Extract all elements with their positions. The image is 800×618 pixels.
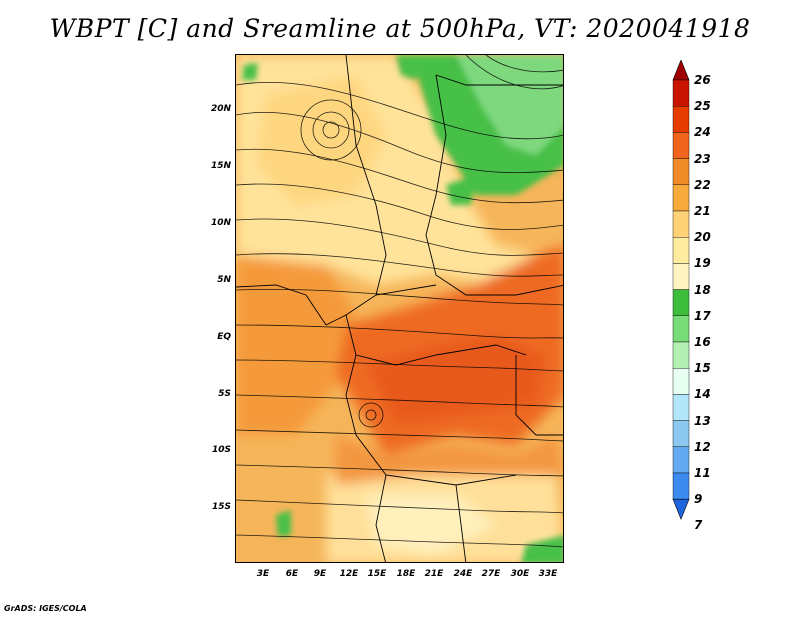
- lon-label: 12E: [339, 569, 359, 579]
- colorbar-label: 14: [694, 387, 711, 402]
- colorbar-label: 11: [694, 466, 711, 480]
- lat-label: 20N: [210, 104, 231, 114]
- colorbar-segment: [672, 315, 690, 343]
- colorbar-segment: [672, 106, 690, 133]
- colorbar-label: 20: [694, 230, 711, 245]
- colorbar: [672, 60, 690, 521]
- lat-label: 15N: [210, 161, 231, 171]
- grads-credit: GrADS: IGES/COLA: [4, 604, 87, 613]
- lon-label: 18E: [396, 569, 416, 579]
- colorbar-label: 16: [694, 335, 711, 349]
- colorbar-segment: [672, 210, 690, 238]
- colorbar-label: 12: [694, 439, 711, 454]
- colorbar-label: 23: [694, 151, 711, 166]
- wbpt-field: [236, 55, 563, 562]
- colorbar-top-arrow: [672, 60, 690, 81]
- colorbar-segment: [672, 420, 690, 448]
- colorbar-label: 21: [694, 204, 711, 218]
- lon-label: 6E: [285, 569, 299, 579]
- colorbar-segment: [672, 132, 690, 159]
- colorbar-segment: [672, 394, 690, 421]
- colorbar-label: 26: [694, 73, 711, 87]
- colorbar-label: 22: [694, 177, 711, 192]
- colorbar-segment: [672, 158, 690, 185]
- colorbar-segment: [672, 368, 690, 395]
- colorbar-label: 7: [694, 518, 703, 533]
- lon-label: 9E: [313, 569, 327, 579]
- colorbar-label: 15: [694, 361, 711, 376]
- colorbar-segment: [672, 263, 690, 290]
- lat-label: 15S: [211, 502, 231, 512]
- lon-label: 24E: [453, 569, 473, 579]
- lon-label: 21E: [424, 569, 444, 579]
- colorbar-label: 17: [694, 308, 711, 323]
- lon-label: 15E: [367, 569, 387, 579]
- lat-label: 10N: [210, 218, 231, 228]
- colorbar-segment: [672, 289, 690, 317]
- lon-label: 30E: [510, 569, 530, 579]
- map-panel: [235, 54, 564, 563]
- colorbar-bottom-arrow: [672, 498, 690, 521]
- colorbar-segment: [672, 236, 690, 264]
- lat-label: 5S: [218, 389, 231, 399]
- colorbar-segment: [672, 446, 690, 474]
- chart-title: WBPT [C] and Sreamline at 500hPa, VT: 20…: [49, 14, 751, 43]
- colorbar-label: 18: [694, 282, 711, 297]
- lon-label: 27E: [481, 569, 501, 579]
- lat-label: 10S: [211, 445, 231, 455]
- lat-label: EQ: [217, 332, 231, 342]
- lat-label: 5N: [217, 275, 231, 285]
- colorbar-label: 13: [694, 413, 711, 428]
- lon-label: 33E: [538, 569, 558, 579]
- colorbar-label: 24: [694, 125, 711, 140]
- colorbar-label: 19: [694, 256, 711, 271]
- colorbar-segment: [672, 341, 690, 369]
- colorbar-label: 9: [694, 492, 703, 507]
- colorbar-label: 25: [694, 99, 711, 114]
- colorbar-segment: [672, 472, 690, 500]
- colorbar-segment: [672, 184, 690, 212]
- lon-label: 3E: [256, 569, 270, 579]
- colorbar-segment: [672, 79, 690, 107]
